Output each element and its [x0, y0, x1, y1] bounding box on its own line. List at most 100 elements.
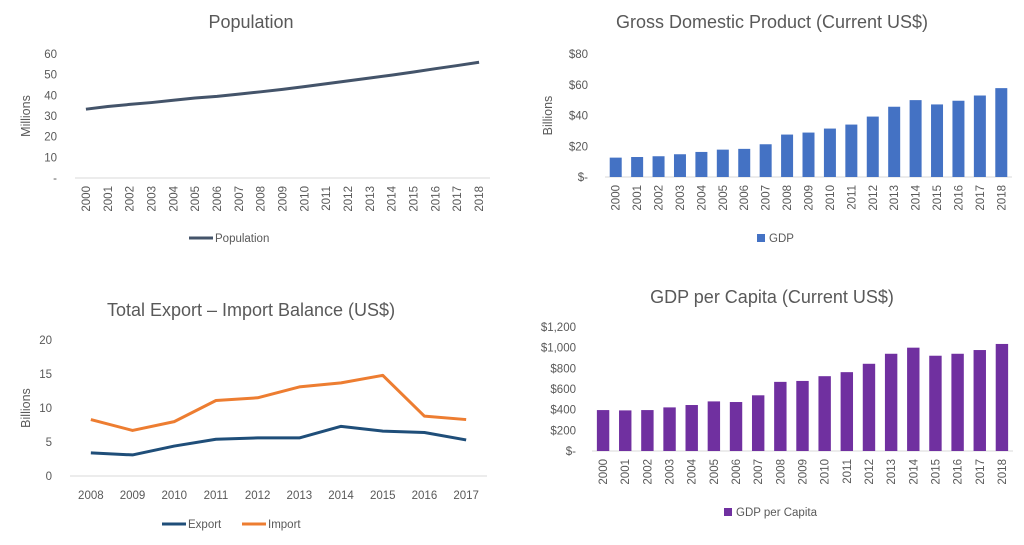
x-tick-label: 2014	[911, 184, 923, 210]
bar	[695, 151, 708, 177]
y-tick-label: 10	[39, 403, 52, 415]
x-tick-label: 2018	[996, 185, 1008, 211]
x-tick-label: 2004	[696, 184, 708, 210]
legend-label: Population	[215, 233, 269, 245]
y-tick-label: $600	[550, 384, 576, 396]
x-tick-label: 2016	[953, 185, 965, 211]
chart-2: Gross Domestic Product (Current US$) Bill…	[541, 12, 1012, 245]
bar	[619, 410, 632, 451]
bar	[840, 372, 854, 451]
bar	[952, 100, 965, 177]
bar	[685, 405, 698, 451]
bar	[729, 402, 743, 451]
series-line	[85, 60, 480, 111]
x-tick-label: 2013	[889, 185, 901, 211]
x-tick-label: 2017	[975, 459, 987, 485]
bar	[818, 376, 831, 451]
x-tick-label: 2008	[782, 185, 794, 211]
x-tick-label: 2003	[665, 459, 677, 485]
x-tick-label: 2008	[256, 186, 268, 212]
y-tick-label: 40	[44, 90, 57, 102]
x-tick-label: 2014	[328, 490, 354, 502]
bar	[609, 157, 622, 177]
y-tick-label: 30	[44, 111, 57, 123]
bar	[931, 104, 944, 177]
legend-swatch	[724, 508, 732, 516]
bar	[802, 132, 815, 177]
bar	[631, 157, 644, 177]
bar	[929, 355, 942, 451]
y-tick-label: 50	[44, 70, 57, 82]
bar	[663, 407, 676, 451]
x-tick-label: 2002	[125, 186, 137, 212]
bar	[707, 401, 721, 451]
y-tick-label: $-	[578, 172, 588, 184]
y-tick-label: $80	[569, 49, 588, 61]
x-tick-label: 2012	[864, 459, 876, 485]
x-tick-label: 2014	[908, 458, 920, 484]
x-tick-label: 2003	[675, 185, 687, 211]
x-tick-label: 2013	[365, 186, 377, 212]
x-tick-label: 2015	[930, 459, 942, 485]
series-line	[90, 373, 467, 432]
x-tick-label: 2011	[846, 185, 858, 210]
x-tick-label: 2007	[753, 459, 765, 485]
x-tick-label: 2016	[953, 459, 965, 485]
bar	[716, 149, 729, 177]
chart-title: Total Export – Import Balance (US$)	[107, 300, 395, 320]
legend-label: Export	[188, 519, 222, 531]
chart-title: Gross Domestic Product (Current US$)	[616, 12, 928, 32]
legend-label: GDP	[769, 233, 794, 245]
y-tick-label: 60	[44, 49, 57, 61]
x-tick-label: 2005	[709, 459, 721, 485]
chart-title: Population	[208, 12, 293, 32]
x-tick-label: 2012	[245, 490, 271, 502]
x-tick-label: 2008	[775, 459, 787, 485]
bar	[781, 134, 794, 177]
y-axis-label: Billions	[19, 388, 33, 428]
chart-title: GDP per Capita (Current US$)	[650, 287, 894, 307]
y-tick-label: $400	[550, 405, 576, 417]
x-tick-label: 2000	[611, 185, 623, 211]
x-tick-label: 2016	[412, 490, 438, 502]
x-tick-label: 2013	[886, 459, 898, 485]
x-tick-label: 2010	[161, 490, 187, 502]
x-tick-label: 2009	[798, 459, 810, 485]
y-tick-label: 10	[44, 152, 57, 164]
x-tick-label: 2002	[654, 185, 666, 211]
y-tick-label: -	[53, 173, 57, 185]
x-tick-label: 2000	[81, 186, 93, 212]
y-tick-label: $1,200	[541, 322, 576, 334]
x-tick-label: 2002	[642, 459, 654, 485]
y-tick-label: $40	[569, 111, 588, 123]
bar	[884, 353, 898, 451]
bar	[673, 154, 686, 177]
x-tick-label: 2004	[687, 458, 699, 484]
x-tick-label: 2015	[932, 185, 944, 211]
y-tick-label: $1,000	[541, 343, 576, 355]
bar	[774, 381, 787, 451]
x-tick-label: 2003	[146, 186, 158, 212]
x-tick-label: 2018	[997, 459, 1009, 485]
x-tick-label: 2001	[620, 459, 632, 485]
bar	[995, 343, 1009, 451]
y-tick-label: $200	[550, 425, 576, 437]
x-tick-label: 2004	[168, 185, 180, 211]
x-tick-label: 2016	[430, 186, 442, 212]
x-tick-label: 2011	[321, 186, 333, 211]
bar	[909, 100, 922, 177]
x-tick-label: 2009	[804, 185, 816, 211]
chart-3: Total Export – Import Balance (US$) Billi…	[19, 300, 487, 531]
x-tick-label: 2007	[761, 185, 773, 211]
x-tick-label: 2009	[120, 490, 146, 502]
x-tick-label: 2012	[343, 186, 355, 212]
bar	[641, 410, 654, 451]
bar	[796, 380, 809, 451]
x-tick-label: 2017	[453, 490, 479, 502]
x-tick-label: 2010	[299, 186, 311, 212]
y-tick-label: 5	[46, 437, 52, 449]
bar	[973, 350, 986, 451]
legend-swatch	[757, 234, 765, 242]
x-tick-label: 2006	[212, 186, 224, 212]
